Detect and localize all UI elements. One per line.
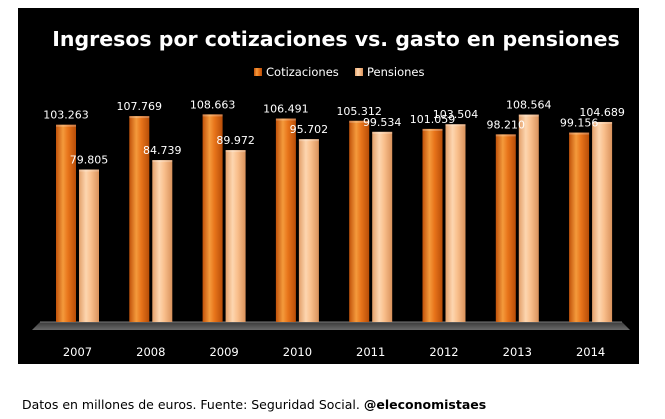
bar-highlight-pensiones-2010 [298,139,319,142]
bar-highlight-cotizaciones-2009 [202,114,223,117]
plot-floor [32,322,630,330]
bar-pensiones-2009 [225,150,246,322]
bar-pensiones-2011 [372,131,393,322]
x-tick-2009: 2009 [209,345,238,359]
legend: Cotizaciones Pensiones [254,65,424,79]
bar-highlight-cotizaciones-2007 [56,124,76,127]
bar-pensiones-2013 [518,114,539,322]
value-label-cotizaciones-2008: 107.769 [117,100,163,113]
bar-highlight-cotizaciones-2012 [422,128,443,131]
value-label-pensiones-2008: 84.739 [143,144,182,157]
value-label-pensiones-2010: 95.702 [290,123,329,136]
chart-frame: Ingresos por cotizaciones vs. gasto en p… [18,8,639,364]
legend-swatch-pensiones [355,68,363,76]
bar-highlight-cotizaciones-2010 [275,118,296,121]
bars-layer [56,114,613,322]
value-label-cotizaciones-2013: 98.210 [487,118,526,131]
bar-highlight-pensiones-2009 [225,150,246,153]
bar-highlight-pensiones-2007 [79,169,99,172]
bar-highlight-cotizaciones-2013 [495,134,516,137]
bar-highlight-pensiones-2013 [518,114,539,117]
plot-area: 103.263 79.805 107.769 84.739 108.663 89.972 1… [32,98,630,359]
value-label-cotizaciones-2012: 101.059 [410,113,456,126]
bar-cotizaciones-2009 [202,114,223,322]
bar-pensiones-2012 [445,124,466,322]
legend-swatch-cotizaciones [254,68,262,76]
bar-pensiones-2014 [592,121,613,322]
footer-note: Datos en millones de euros. Fuente: Segu… [22,397,486,412]
value-label-pensiones-2012: 103.504 [433,108,479,121]
value-label-cotizaciones-2014: 99.156 [560,117,599,130]
value-label-cotizaciones-2010: 106.491 [263,103,309,116]
bar-cotizaciones-2013 [495,134,516,322]
bar-pensiones-2008 [152,160,173,322]
value-label-pensiones-2007: 79.805 [70,154,109,167]
bar-cotizaciones-2010 [275,118,296,322]
value-label-cotizaciones-2009: 108.663 [190,98,236,111]
bar-highlight-cotizaciones-2011 [349,120,370,123]
chart-svg: Ingresos por cotizaciones vs. gasto en p… [32,27,630,359]
bar-cotizaciones-2012 [422,128,443,322]
footer-handle: @eleconomistaes [363,397,487,412]
bar-pensiones-2010 [298,139,319,322]
x-tick-2012: 2012 [429,345,458,359]
bar-cotizaciones-2011 [349,120,370,322]
bar-pensiones-2007 [79,169,99,322]
value-label-pensiones-2013: 108.564 [506,99,552,112]
x-axis-ticks: 2007 2008 2009 2010 2011 2012 2013 2014 [63,345,605,359]
footer-source: Datos en millones de euros. Fuente: Segu… [22,397,360,412]
x-tick-2007: 2007 [63,345,92,359]
legend-label-cotizaciones: Cotizaciones [266,65,339,79]
value-label-cotizaciones-2011: 105.312 [336,105,382,118]
bar-highlight-pensiones-2012 [445,124,466,127]
x-tick-2014: 2014 [576,345,605,359]
chart-title: Ingresos por cotizaciones vs. gasto en p… [52,27,620,51]
bar-cotizaciones-2008 [129,116,150,322]
x-tick-2013: 2013 [503,345,532,359]
legend-label-pensiones: Pensiones [367,65,424,79]
bar-highlight-pensiones-2011 [372,131,393,134]
value-label-cotizaciones-2007: 103.263 [43,109,89,122]
value-label-pensiones-2014: 104.689 [579,106,625,119]
x-tick-2011: 2011 [356,345,385,359]
value-label-pensiones-2011: 99.534 [363,116,402,129]
value-labels-layer: 103.263 79.805 107.769 84.739 108.663 89.972 1… [43,98,625,166]
x-tick-2008: 2008 [136,345,165,359]
bar-highlight-cotizaciones-2008 [129,116,150,119]
bar-highlight-pensiones-2008 [152,160,173,163]
value-label-pensiones-2009: 89.972 [216,134,255,147]
bar-cotizaciones-2014 [569,132,590,322]
bar-highlight-cotizaciones-2014 [569,132,590,135]
bar-cotizaciones-2007 [56,124,76,322]
bar-highlight-pensiones-2014 [592,121,613,124]
x-tick-2010: 2010 [283,345,312,359]
